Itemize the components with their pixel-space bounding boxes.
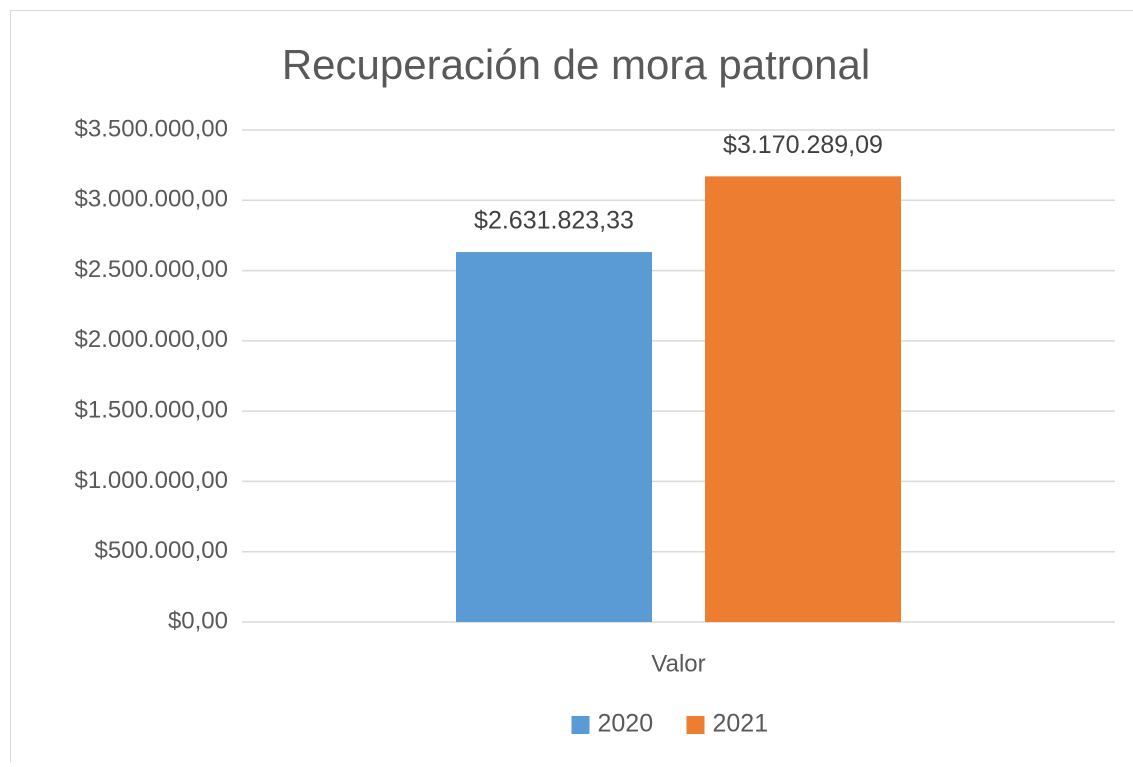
bar [456, 252, 652, 622]
y-tick-label: $500.000,00 [95, 537, 228, 564]
y-tick-label: $2.500.000,00 [75, 256, 228, 283]
y-tick-label: $2.000.000,00 [75, 326, 228, 353]
y-tick-label: $1.000.000,00 [75, 467, 228, 494]
x-tick-label: Valor [651, 650, 705, 677]
y-tick-label: $3.500.000,00 [75, 115, 228, 142]
bar [705, 176, 901, 622]
value-label: $2.631.823,33 [474, 207, 634, 235]
y-tick-label: $1.500.000,00 [75, 396, 228, 423]
legend-label: 2021 [713, 710, 769, 738]
chart-title: Recuperación de mora patronal [282, 41, 870, 88]
y-tick-label: $0,00 [168, 607, 228, 634]
legend-swatch [687, 716, 705, 734]
legend-label: 2020 [598, 710, 654, 738]
legend-swatch [572, 716, 590, 734]
value-label: $3.170.289,09 [723, 131, 883, 159]
y-tick-label: $3.000.000,00 [75, 186, 228, 213]
